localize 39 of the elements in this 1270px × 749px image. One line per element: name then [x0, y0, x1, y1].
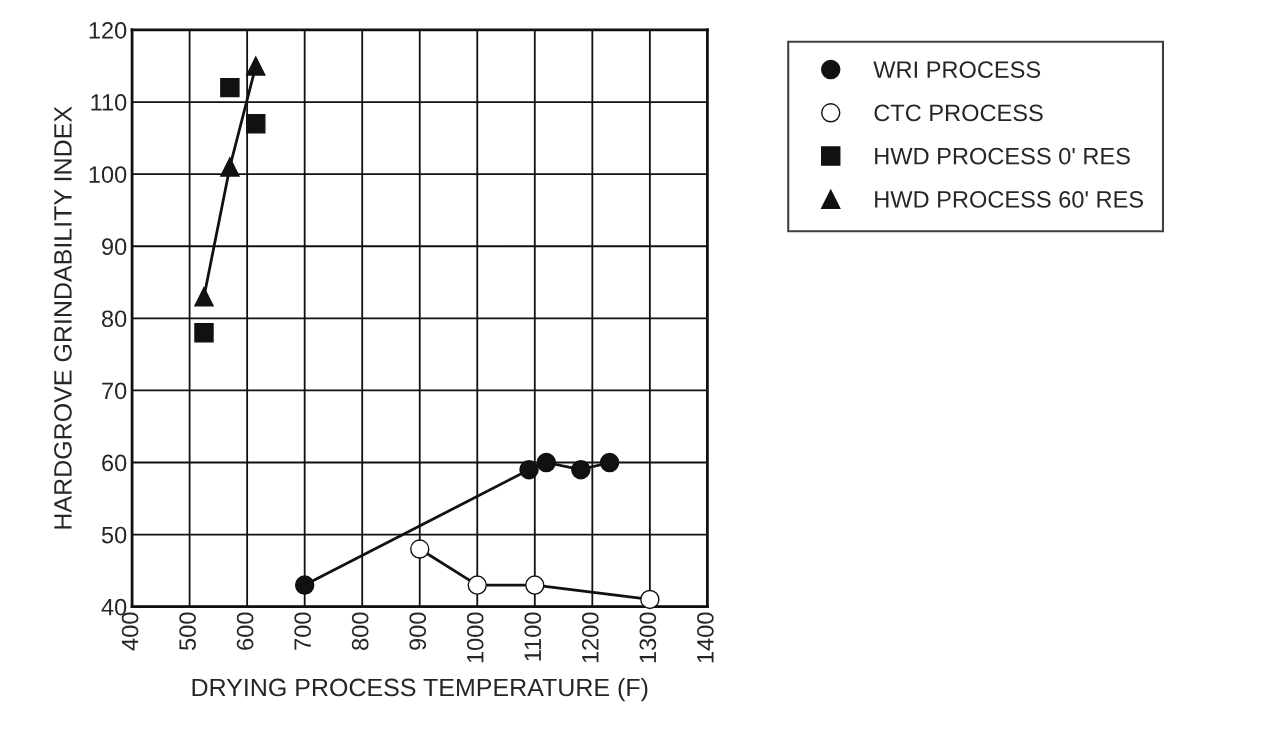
- point: [519, 459, 539, 480]
- point: [536, 452, 557, 473]
- legend-label: CTC PROCESS: [874, 104, 1043, 122]
- x-tick-label: 800: [351, 612, 369, 650]
- point: [220, 77, 240, 98]
- point: [194, 286, 214, 307]
- y-tick-label: 80: [101, 310, 127, 328]
- y-tick-label: 110: [91, 94, 127, 111]
- y-tick-label: 120: [89, 22, 127, 39]
- y-tick-label: 90: [102, 238, 127, 256]
- point: [294, 575, 315, 595]
- x-tick-label: 900: [409, 612, 427, 650]
- point: [525, 575, 545, 595]
- x-axis-title: DRYING PROCESS TEMPERATURE (F): [192, 677, 648, 702]
- point: [246, 56, 266, 76]
- point: [571, 459, 591, 480]
- y-tick-label: 60: [102, 454, 127, 472]
- y-tick-label: 50: [101, 526, 127, 544]
- x-tick-label: 700: [294, 612, 312, 650]
- y-axis-title: HARDGROVE GRINDABILITY INDEX: [54, 106, 72, 529]
- legend-label: HWD PROCESS 0' RES: [875, 147, 1130, 165]
- x-tick-label: 1100: [524, 612, 542, 661]
- point: [599, 452, 620, 473]
- y-tick-label: 100: [89, 166, 127, 183]
- y-tick-label: 70: [102, 382, 127, 400]
- point: [220, 157, 240, 177]
- x-tick-label: 500: [179, 612, 196, 650]
- x-tick-label: 600: [236, 612, 254, 650]
- legend-label: WRI PROCESS: [873, 61, 1041, 78]
- x-tick-label: 1400: [697, 612, 714, 663]
- point: [640, 589, 660, 610]
- legend-label: HWD PROCESS 60' RES: [875, 191, 1143, 208]
- x-tick-label: 1300: [639, 612, 657, 663]
- x-tick-label: 1000: [466, 612, 484, 663]
- point: [246, 113, 266, 134]
- point: [410, 539, 430, 559]
- point: [467, 575, 487, 595]
- x-tick-label: 1200: [581, 612, 599, 663]
- point: [194, 323, 214, 343]
